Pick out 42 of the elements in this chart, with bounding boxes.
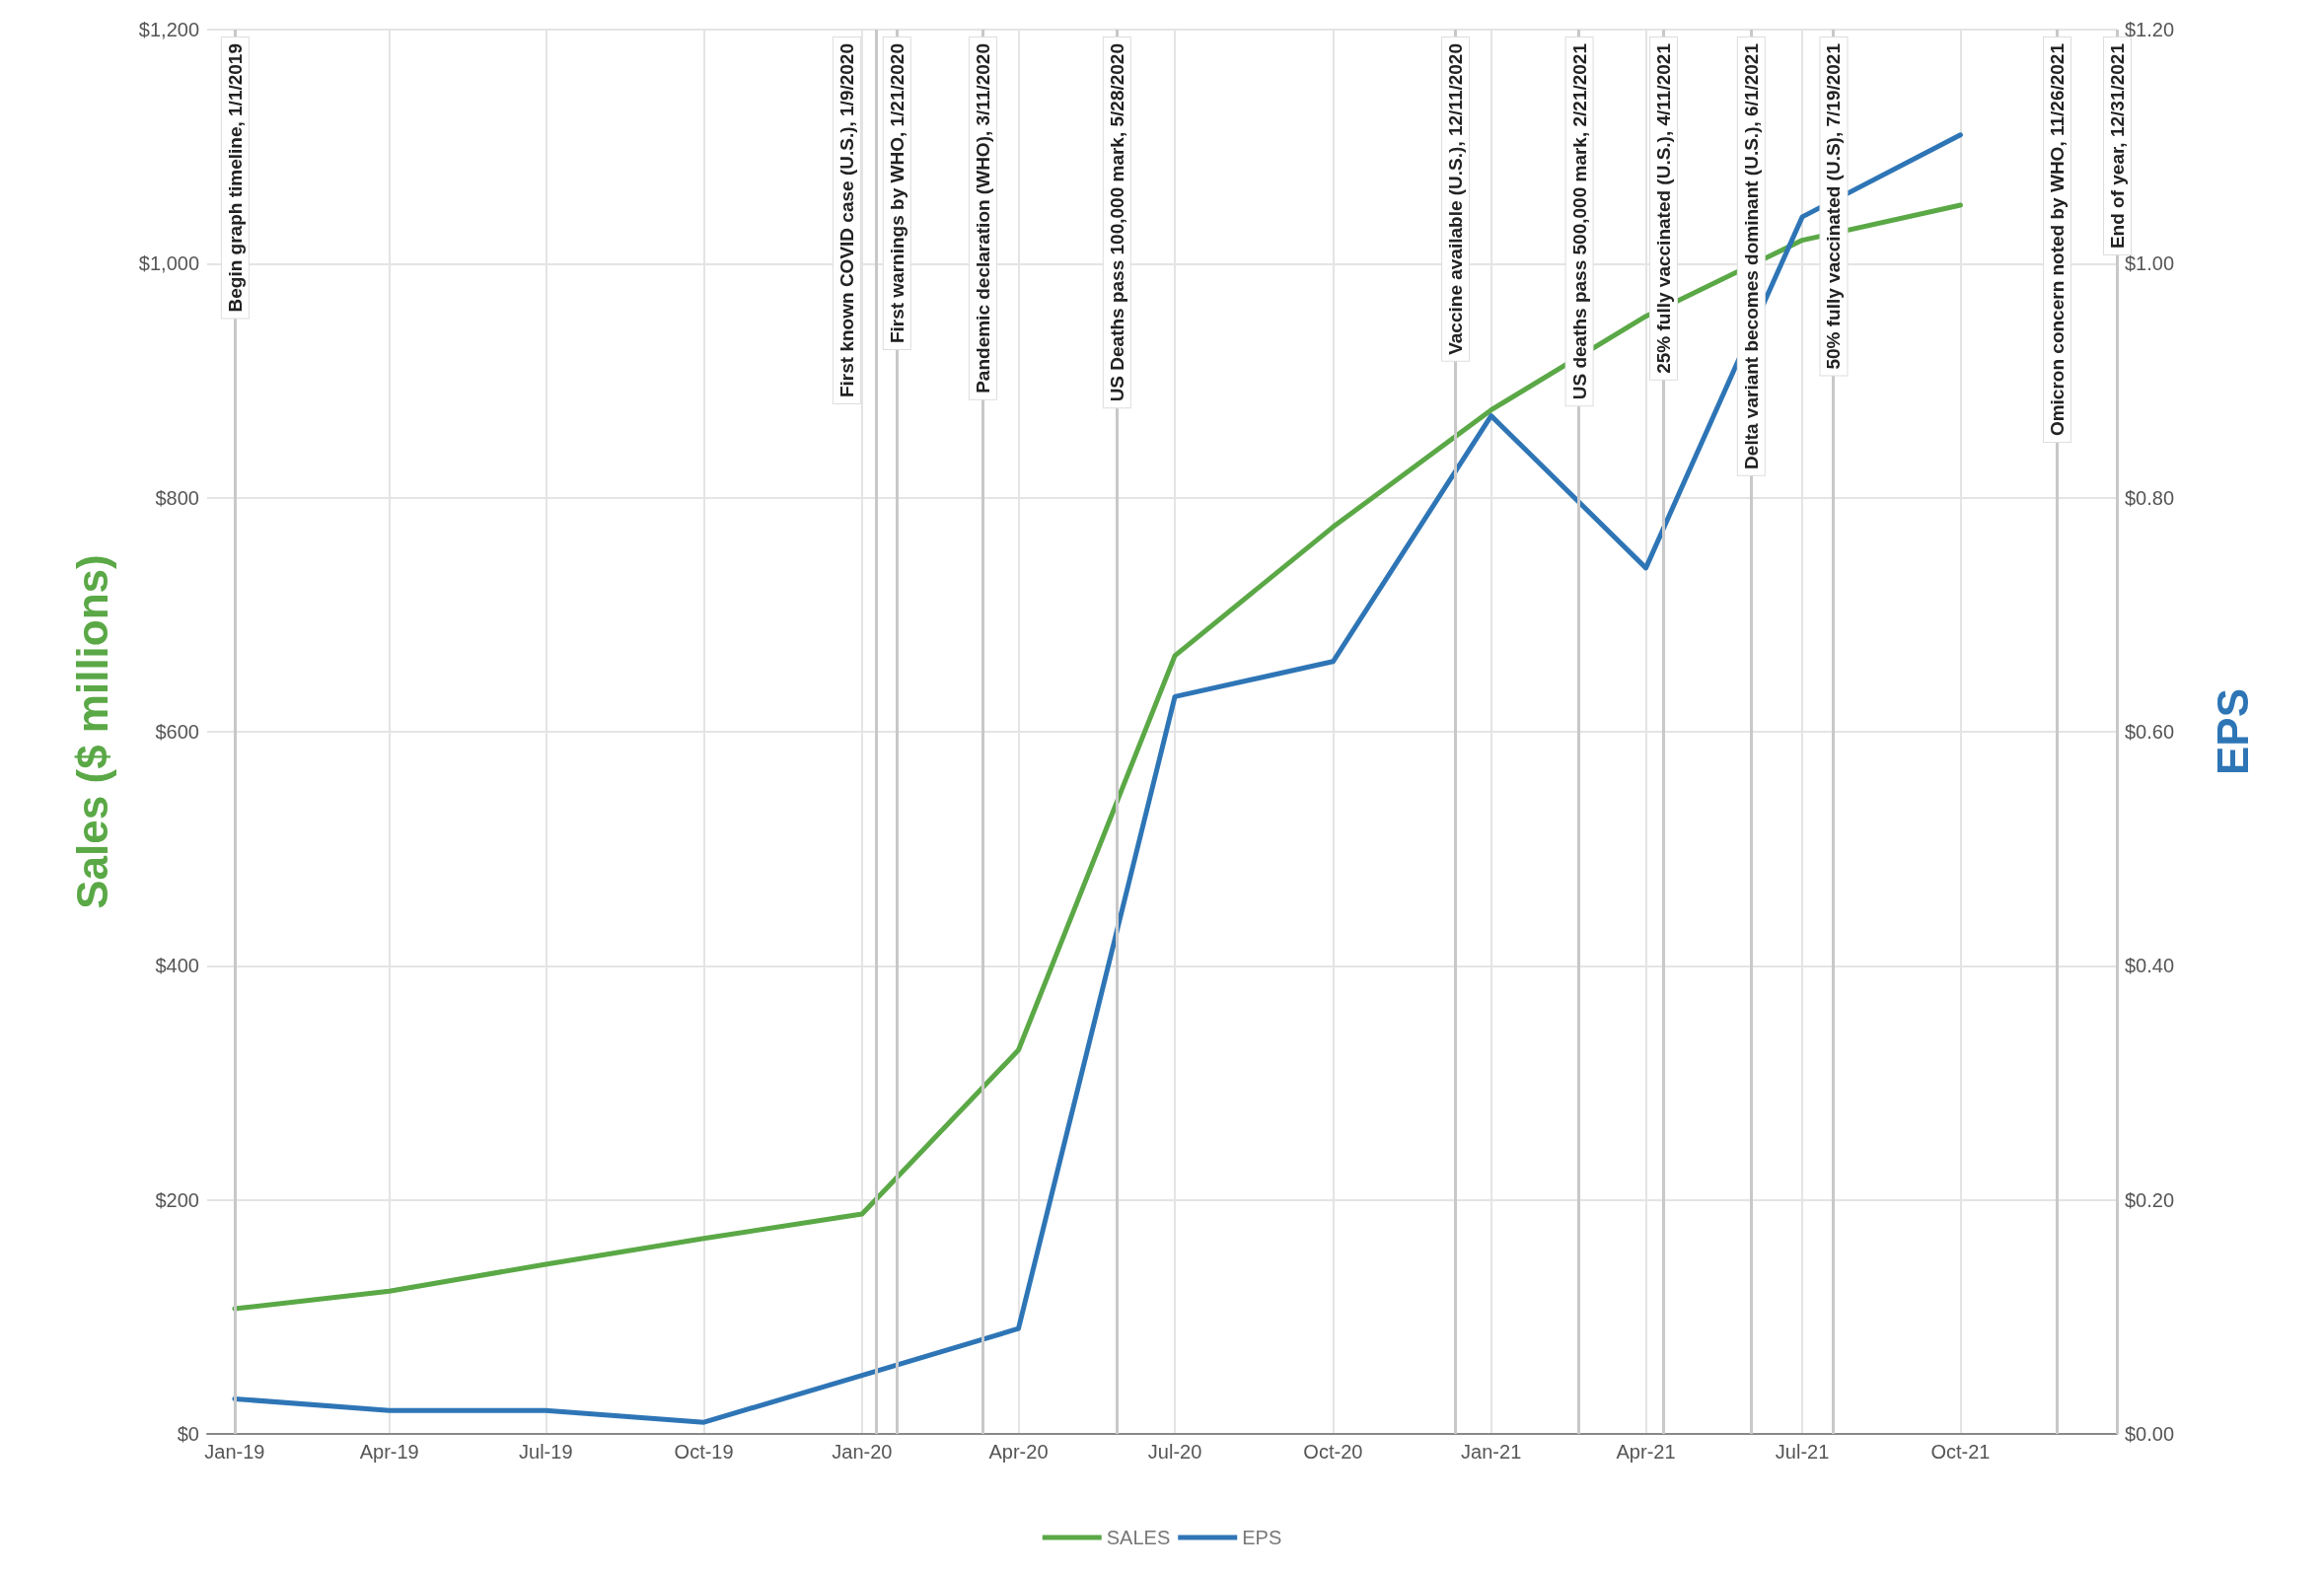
x-tick-label: Apr-19 <box>359 1441 419 1463</box>
ref-line-label: Pandemic declaration (WHO), 3/11/2020 <box>972 43 993 393</box>
legend-label: EPS <box>1242 1527 1282 1548</box>
y-tick-label: $600 <box>155 721 199 743</box>
ref-line-label: 50% fully vaccinated (U.S), 7/19/2021 <box>1823 42 1845 370</box>
x-tick-label: Oct-20 <box>1303 1441 1363 1463</box>
y2-tick-label: $0.20 <box>2125 1188 2175 1211</box>
y-tick-label: $0 <box>177 1423 199 1445</box>
y2-tick-label: $1.00 <box>2125 252 2175 275</box>
ref-line-label: US deaths pass 500,000 mark, 2/21/2021 <box>1568 42 1590 400</box>
x-tick-label: Oct-21 <box>1930 1441 1991 1463</box>
x-tick-label: Apr-20 <box>988 1441 1049 1463</box>
x-tick-label: Jan-21 <box>1461 1441 1522 1463</box>
x-tick-label: Jan-20 <box>832 1441 893 1463</box>
y-tick-label: $200 <box>155 1188 199 1211</box>
y-tick-label: $800 <box>155 486 199 509</box>
x-tick-label: Jul-19 <box>519 1441 573 1463</box>
y-tick-label: $400 <box>155 955 199 977</box>
ref-line-label: Begin graph timeline, 1/1/2019 <box>224 43 246 313</box>
x-tick-label: Apr-21 <box>1616 1441 1676 1463</box>
ref-line-label: US Deaths pass 100,000 mark, 5/28/2020 <box>1106 43 1127 402</box>
x-tick-label: Jul-20 <box>1147 1441 1202 1463</box>
y2-tick-label: $0.60 <box>2125 721 2175 743</box>
y-tick-label: $1,000 <box>138 252 199 275</box>
y2-tick-label: $0.00 <box>2125 1423 2175 1445</box>
y2-tick-label: $0.40 <box>2125 955 2175 977</box>
y2-tick-label: $1.20 <box>2125 19 2175 40</box>
ref-line-label: End of year, 12/31/2021 <box>2107 42 2128 250</box>
ref-line-label: 25% fully vaccinated (U.S.), 4/11/2021 <box>1652 42 1674 374</box>
legend-label: SALES <box>1106 1527 1171 1548</box>
ref-line-label: Vaccine available (U.S.), 12/11/2020 <box>1445 43 1467 355</box>
ref-line-label: Omicron concern noted by WHO, 11/26/2021 <box>2047 42 2069 437</box>
y2-axis-title: EPS <box>2208 687 2257 776</box>
y2-tick-label: $0.80 <box>2125 486 2175 509</box>
x-tick-label: Oct-19 <box>674 1441 734 1463</box>
y-tick-label: $1,200 <box>138 19 199 40</box>
ref-line-label: First known COVID case (U.S.), 1/9/2020 <box>835 43 857 398</box>
x-tick-label: Jan-19 <box>204 1441 265 1463</box>
ref-line-label: Delta variant becomes dominant (U.S.), 6/1/2021 <box>1740 42 1762 469</box>
x-tick-label: Jul-21 <box>1775 1441 1830 1463</box>
y-axis-title: Sales ($ millions) <box>67 554 116 909</box>
ref-line-label: First warnings by WHO, 1/21/2020 <box>886 43 908 344</box>
